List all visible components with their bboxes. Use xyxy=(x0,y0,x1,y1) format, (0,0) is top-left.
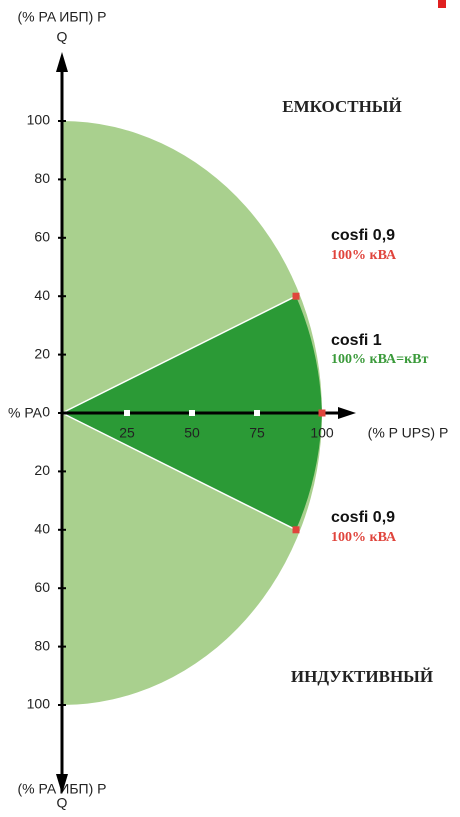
cosfi-label: 100% кВА xyxy=(331,248,397,263)
x-tick xyxy=(189,410,195,416)
y-tick-label: 60 xyxy=(34,229,50,245)
y-axis-symbol: Q xyxy=(57,29,68,45)
y-tick-label: 40 xyxy=(34,287,50,303)
x-tick-label: 75 xyxy=(249,425,265,441)
origin-label: % PA xyxy=(8,405,43,421)
x-arrow xyxy=(338,407,356,419)
x-tick-label: 100 xyxy=(310,425,334,441)
cosfi-point xyxy=(292,292,300,300)
cosfi-label: 100% кВА=кВт xyxy=(331,352,429,367)
cosfi-label: 100% кВА xyxy=(331,530,397,545)
inductive-label: ИНДУКТИВНЫЙ xyxy=(291,667,433,686)
corner-mark xyxy=(438,0,446,8)
y-tick-label: 60 xyxy=(34,579,50,595)
y-axis-label: (% PA ИБП) P xyxy=(18,9,107,25)
cosfi-point xyxy=(318,409,326,417)
sector-edge xyxy=(61,412,297,531)
x-tick-label: 25 xyxy=(119,425,135,441)
y-tick-label: 100 xyxy=(27,696,51,712)
y-tick-label: 0 xyxy=(42,404,50,420)
x-tick xyxy=(254,410,260,416)
y-tick-label: 40 xyxy=(34,521,50,537)
cosfi-name: cosfi 0,9 xyxy=(331,227,395,244)
cosfi-name: cosfi 1 xyxy=(331,332,382,349)
cosfi-name: cosfi 0,9 xyxy=(331,509,395,526)
y-arrow xyxy=(56,774,68,794)
y-tick-label: 80 xyxy=(34,637,50,653)
y-arrow xyxy=(56,52,68,72)
y-tick-label: 20 xyxy=(34,462,50,478)
capacitive-label: ЕМКОСТНЫЙ xyxy=(282,97,401,116)
x-axis-label: (% P UPS) P xyxy=(368,425,449,441)
sector-edge xyxy=(61,295,297,414)
x-tick xyxy=(124,410,130,416)
y-tick-label: 80 xyxy=(34,170,50,186)
y-axis-symbol-bottom: Q xyxy=(57,795,68,811)
y-tick-label: 20 xyxy=(34,345,50,361)
cosfi-point xyxy=(292,526,300,534)
x-tick-label: 50 xyxy=(184,425,200,441)
y-tick-label: 100 xyxy=(27,112,51,128)
